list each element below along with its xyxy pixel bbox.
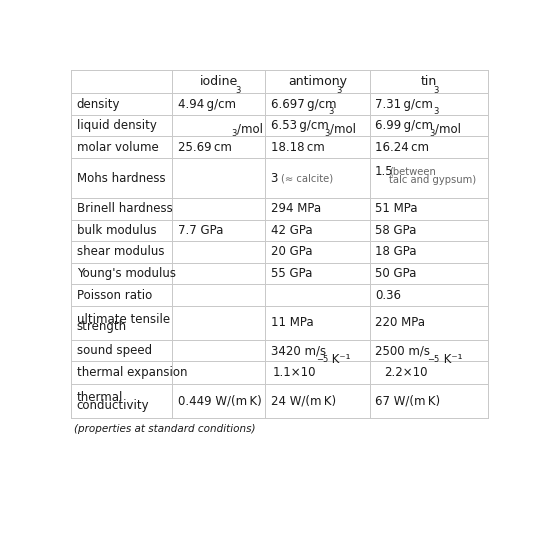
Text: 1.5: 1.5 — [375, 165, 394, 178]
Text: 3420 m/s: 3420 m/s — [270, 344, 325, 357]
Text: thermal: thermal — [77, 391, 123, 404]
Text: (≈ calcite): (≈ calcite) — [281, 173, 334, 183]
Text: 25.69 cm: 25.69 cm — [177, 141, 232, 154]
Text: 6.99 g/cm: 6.99 g/cm — [375, 119, 433, 132]
Text: bulk modulus: bulk modulus — [77, 224, 156, 237]
Text: antimony: antimony — [288, 75, 347, 88]
Text: strength: strength — [77, 320, 127, 333]
Text: 3: 3 — [235, 86, 241, 95]
Text: 7.7 GPa: 7.7 GPa — [177, 224, 223, 237]
Text: 3: 3 — [433, 107, 438, 117]
Text: 3: 3 — [336, 86, 341, 95]
Text: /mol: /mol — [237, 123, 263, 136]
Text: ultimate tensile: ultimate tensile — [77, 312, 170, 325]
Text: 18 GPa: 18 GPa — [375, 246, 417, 259]
Text: 24 W/(m K): 24 W/(m K) — [270, 395, 336, 408]
Text: 3: 3 — [433, 86, 438, 95]
Text: 6.53 g/cm: 6.53 g/cm — [270, 119, 328, 132]
Text: 51 MPa: 51 MPa — [375, 202, 418, 216]
Text: 4.94 g/cm: 4.94 g/cm — [177, 98, 235, 110]
Text: 55 GPa: 55 GPa — [270, 267, 312, 280]
Text: tin: tin — [421, 75, 437, 88]
Text: 0.449 W/(m K): 0.449 W/(m K) — [177, 395, 262, 408]
Text: 220 MPa: 220 MPa — [375, 316, 425, 329]
Text: 2.2×10: 2.2×10 — [384, 366, 428, 380]
Text: 67 W/(m K): 67 W/(m K) — [375, 395, 440, 408]
Text: 2500 m/s: 2500 m/s — [375, 344, 430, 357]
Text: iodine: iodine — [199, 75, 238, 88]
Text: 3: 3 — [324, 129, 330, 138]
Text: talc and gypsum): talc and gypsum) — [389, 174, 476, 184]
Text: 6.697 g/cm: 6.697 g/cm — [270, 98, 336, 110]
Text: 20 GPa: 20 GPa — [270, 246, 312, 259]
Text: conductivity: conductivity — [77, 399, 150, 412]
Text: 42 GPa: 42 GPa — [270, 224, 312, 237]
Text: 16.24 cm: 16.24 cm — [375, 141, 429, 154]
Text: sound speed: sound speed — [77, 344, 152, 357]
Text: 7.31 g/cm: 7.31 g/cm — [375, 98, 433, 110]
Text: 11 MPa: 11 MPa — [270, 316, 313, 329]
Text: Mohs hardness: Mohs hardness — [77, 172, 165, 184]
Text: −5: −5 — [316, 354, 328, 364]
Text: (between: (between — [389, 167, 436, 177]
Text: Brinell hardness: Brinell hardness — [77, 202, 173, 216]
Text: 3: 3 — [328, 107, 334, 117]
Text: /mol: /mol — [435, 123, 460, 136]
Text: 0.36: 0.36 — [375, 289, 401, 301]
Text: Poisson ratio: Poisson ratio — [77, 289, 152, 301]
Text: Young's modulus: Young's modulus — [77, 267, 176, 280]
Text: 3: 3 — [270, 172, 278, 184]
Text: 58 GPa: 58 GPa — [375, 224, 417, 237]
Text: 50 GPa: 50 GPa — [375, 267, 417, 280]
Text: 18.18 cm: 18.18 cm — [270, 141, 324, 154]
Text: thermal expansion: thermal expansion — [77, 366, 187, 380]
Text: 294 MPa: 294 MPa — [270, 202, 321, 216]
Text: 3: 3 — [232, 129, 237, 138]
Text: shear modulus: shear modulus — [77, 246, 164, 259]
Text: K⁻¹: K⁻¹ — [328, 352, 351, 365]
Text: 1.1×10: 1.1×10 — [272, 366, 316, 380]
Text: molar volume: molar volume — [77, 141, 158, 154]
Text: liquid density: liquid density — [77, 119, 157, 132]
Text: /mol: /mol — [330, 123, 355, 136]
Text: (properties at standard conditions): (properties at standard conditions) — [74, 424, 256, 434]
Text: density: density — [77, 98, 120, 110]
Text: −5: −5 — [428, 354, 440, 364]
Text: 3: 3 — [429, 129, 435, 138]
Text: K⁻¹: K⁻¹ — [440, 352, 462, 365]
